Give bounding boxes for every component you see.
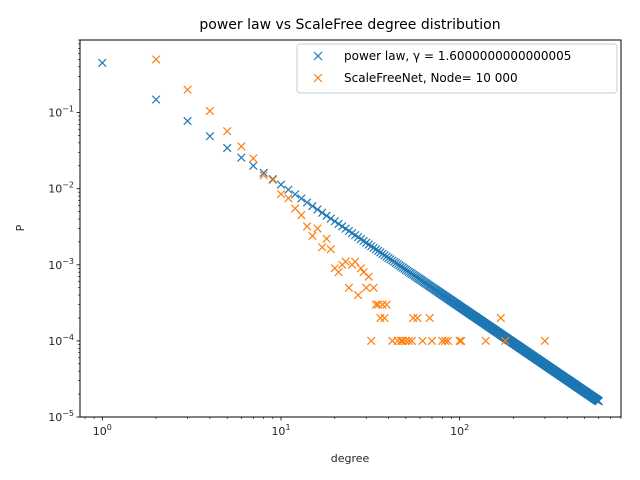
scalefree-point: [205, 106, 215, 116]
scalefree-point: [364, 272, 373, 281]
power-law-point: [290, 190, 300, 199]
scalefree-point: [356, 264, 366, 273]
y-tick-label: 10−3: [48, 257, 74, 272]
power-law-point: [326, 214, 336, 223]
y-tick-label: 10−4: [48, 333, 74, 348]
y-tick-label: 10−5: [48, 409, 74, 424]
scalefree-point: [222, 126, 232, 136]
scalefree-point: [151, 55, 161, 64]
power-law-point: [259, 168, 268, 178]
scalefree-point: [362, 283, 371, 292]
scalefree-point: [501, 336, 510, 346]
scalefree-point: [341, 257, 350, 266]
scalefree-point: [371, 300, 381, 309]
power-law-point: [330, 217, 339, 226]
x-axis: 100 101 102: [84, 417, 622, 438]
scalefree-point: [334, 267, 343, 277]
scalefree-point: [297, 210, 306, 220]
power-law-point: [151, 95, 161, 104]
scalefree-point: [290, 204, 300, 213]
scalefree-point: [398, 336, 407, 346]
scalefree-point: [308, 231, 317, 241]
power-law-point: [98, 58, 107, 68]
scalefree-point: [237, 142, 246, 151]
y-axis: 10−5 10−4 10−3 10−2 10−1: [48, 39, 80, 424]
power-law-point: [313, 205, 322, 214]
power-law-point: [205, 131, 215, 141]
scalefree-point: [369, 283, 378, 292]
scalefree-point: [183, 85, 192, 94]
x-tick-label: 101: [271, 423, 290, 438]
scalefree-point: [413, 313, 422, 323]
scalefree-point: [496, 313, 506, 323]
power-law-point: [276, 180, 286, 189]
scalefree-point: [302, 222, 312, 231]
scalefree-point: [380, 313, 389, 323]
y-axis-label: P: [14, 224, 27, 231]
scalefree-point: [481, 336, 490, 346]
legend-label-power-law: power law, γ = 1.6000000000000005: [344, 49, 571, 63]
scalefree-point: [440, 336, 450, 346]
x-tick-label: 102: [450, 423, 469, 438]
scalefree-point: [418, 336, 427, 346]
x-tick-label: 100: [93, 423, 112, 438]
scalefree-point: [313, 224, 322, 233]
scalefree-point: [427, 336, 437, 346]
power-law-point: [183, 116, 192, 126]
legend-box: [296, 43, 618, 94]
power-law-point: [237, 153, 246, 162]
scalefree-point: [317, 243, 327, 252]
scalefree-point: [443, 336, 453, 346]
scalefree-point: [259, 171, 268, 180]
scalefree-point: [249, 154, 258, 163]
chart-title: power law vs ScaleFree degree distributi…: [199, 17, 500, 33]
scalefree-point: [407, 336, 417, 346]
y-tick-label: 10−1: [48, 105, 74, 120]
scalefree-point: [404, 336, 414, 346]
scalefree-point: [378, 300, 387, 309]
scalefree-point: [350, 257, 360, 266]
legend-label-scalefree: ScaleFreeNet, Node= 10 000: [344, 71, 518, 85]
scalefree-point: [455, 336, 464, 346]
scalefree-point: [540, 336, 550, 346]
power-law-point: [222, 143, 232, 153]
scalefree-point: [367, 336, 376, 346]
power-law-point: [308, 201, 317, 211]
scalefree-point: [344, 283, 354, 292]
power-law-point: [322, 211, 331, 220]
scalefree-point: [456, 336, 466, 346]
scalefree-point: [409, 313, 418, 323]
legend-marker-power-law: [313, 51, 323, 61]
scalefree-point: [382, 300, 391, 309]
scalefree-point: [401, 336, 411, 346]
legend-marker-scalefree: [313, 73, 323, 83]
x-axis-label: degree: [331, 452, 370, 465]
scalefree-point: [268, 175, 278, 185]
plot-marks: [98, 55, 603, 406]
scalefree-point: [322, 234, 331, 243]
power-law-point: [334, 219, 343, 229]
power-law-point: [302, 198, 312, 207]
scalefree-point: [376, 313, 385, 323]
power-law-point: [249, 161, 258, 171]
scalefree-point: [276, 189, 286, 199]
power-law-point: [268, 174, 278, 184]
scalefree-point: [353, 290, 363, 300]
power-law-point: [297, 194, 306, 203]
scalefree-point: [425, 313, 434, 323]
legend: power law, γ = 1.6000000000000005 ScaleF…: [296, 43, 618, 94]
scalefree-point: [284, 193, 293, 203]
y-tick-label: 10−2: [48, 181, 74, 196]
power-law-point: [317, 208, 327, 217]
power-law-point: [284, 185, 293, 194]
scalefree-point: [326, 245, 336, 254]
power-law-point: [594, 396, 603, 406]
